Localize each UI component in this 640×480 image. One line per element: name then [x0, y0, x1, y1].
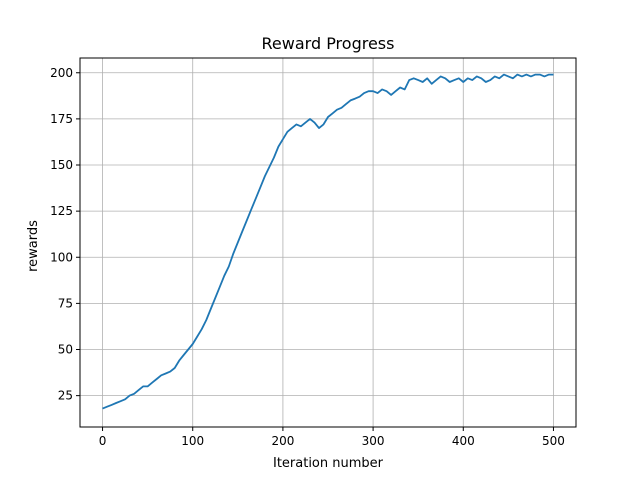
y-tick-label: 200 [50, 66, 73, 80]
x-tick-label: 500 [542, 434, 565, 448]
y-tick-label: 75 [58, 296, 73, 310]
y-tick-label: 175 [50, 112, 73, 126]
plot-frame [79, 57, 577, 428]
x-axis-label: Iteration number [273, 456, 384, 471]
x-tick-label: 300 [362, 434, 385, 448]
y-tick-label: 100 [50, 250, 73, 264]
axis-ticks: 0 100 200 300 400 500 25 50 75 100 125 150 175 200 [50, 66, 565, 448]
y-tick-label: 125 [50, 204, 73, 218]
x-tick-label: 0 [99, 434, 107, 448]
reward-series-line [102, 73, 554, 410]
y-tick-label: 150 [50, 158, 73, 172]
x-tick-label: 400 [452, 434, 475, 448]
x-tick-label: 200 [271, 434, 294, 448]
chart-title: Reward Progress [262, 34, 395, 53]
x-tick-label: 100 [181, 434, 204, 448]
y-tick-label: 25 [58, 389, 73, 403]
y-tick-label: 50 [58, 343, 73, 357]
series-layer [102, 73, 554, 410]
grid-lines [80, 58, 576, 427]
y-axis-label: rewards [26, 220, 41, 272]
